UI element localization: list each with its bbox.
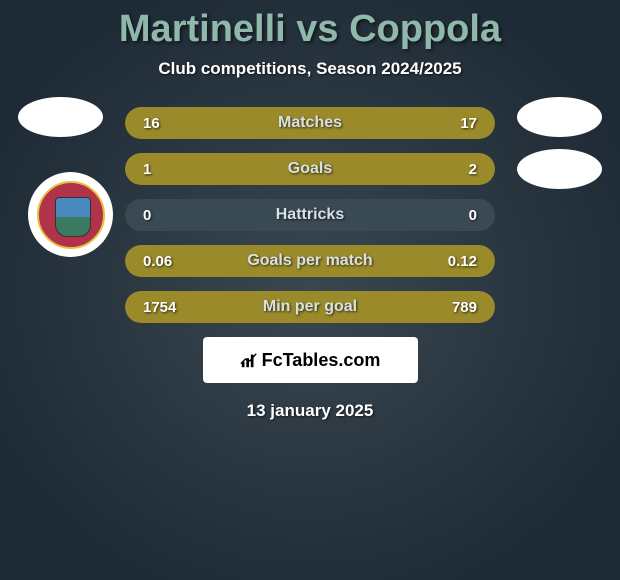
stat-row-min-per-goal: 1754 Min per goal 789	[125, 291, 495, 323]
subtitle: Club competitions, Season 2024/2025	[0, 59, 620, 79]
stat-value-right: 0.12	[448, 245, 477, 277]
player-right-badge-oval-1	[517, 97, 602, 137]
date-text: 13 january 2025	[0, 401, 620, 421]
stat-rows: 16 Matches 17 1 Goals 2 0 Hattricks 0	[125, 107, 495, 323]
crest-icon	[37, 181, 105, 249]
stat-label: Hattricks	[125, 199, 495, 231]
stat-label: Min per goal	[125, 291, 495, 323]
stat-label: Goals per match	[125, 245, 495, 277]
comparison-infographic: Martinelli vs Coppola Club competitions,…	[0, 0, 620, 580]
stat-value-right: 789	[452, 291, 477, 323]
stats-area: 16 Matches 17 1 Goals 2 0 Hattricks 0	[0, 107, 620, 421]
logo-text: FcTables.com	[262, 350, 381, 371]
stat-value-right: 2	[469, 153, 477, 185]
stat-value-right: 0	[469, 199, 477, 231]
player-left-club-crest	[28, 172, 113, 257]
shield-icon	[55, 197, 91, 237]
stat-value-right: 17	[460, 107, 477, 139]
player-left-badge-oval	[18, 97, 103, 137]
stat-label: Matches	[125, 107, 495, 139]
page-title: Martinelli vs Coppola	[0, 8, 620, 51]
stat-label: Goals	[125, 153, 495, 185]
stat-row-goals: 1 Goals 2	[125, 153, 495, 185]
stat-row-hattricks: 0 Hattricks 0	[125, 199, 495, 231]
stat-row-goals-per-match: 0.06 Goals per match 0.12	[125, 245, 495, 277]
fctables-logo: FcTables.com	[203, 337, 418, 383]
stat-row-matches: 16 Matches 17	[125, 107, 495, 139]
chart-bars-icon	[240, 351, 258, 369]
player-right-badge-oval-2	[517, 149, 602, 189]
